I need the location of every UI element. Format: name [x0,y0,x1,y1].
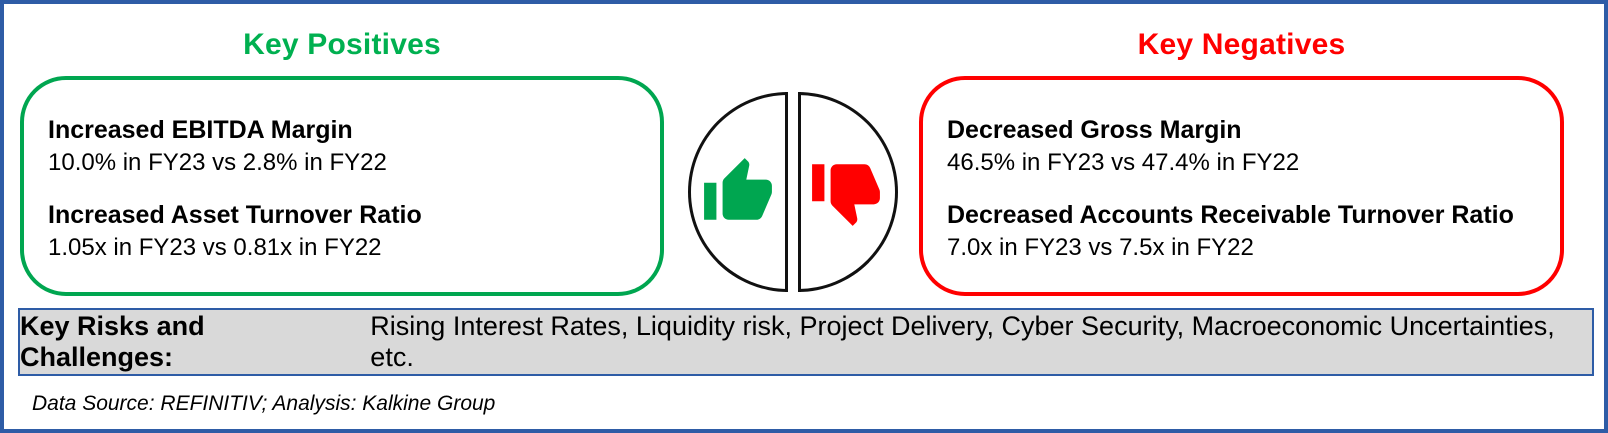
key-positives-box: Increased EBITDA Margin 10.0% in FY23 vs… [20,76,664,296]
data-source-note: Data Source: REFINITIV; Analysis: Kalkin… [32,392,496,415]
thumbs-up-semicircle [688,92,788,292]
risks-label: Key Risks and Challenges: [20,311,205,372]
negative-item-detail: 7.0x in FY23 vs 7.5x in FY22 [947,233,1254,261]
thumbs-graphic [686,92,900,292]
positive-item: Increased Asset Turnover Ratio 1.05x in … [48,199,636,264]
negative-item: Decreased Gross Margin 46.5% in FY23 vs … [947,114,1536,179]
negative-item-heading: Decreased Accounts Receivable Turnover R… [947,200,1514,229]
positive-item-detail: 1.05x in FY23 vs 0.81x in FY22 [48,233,382,261]
key-negatives-title: Key Negatives [1137,28,1346,61]
positive-item-detail: 10.0% in FY23 vs 2.8% in FY22 [48,149,387,176]
positive-item: Increased EBITDA Margin 10.0% in FY23 vs… [48,114,636,179]
thumbs-down-semicircle [798,92,898,292]
positive-item-heading: Increased Asset Turnover Ratio [48,200,422,229]
negative-item-detail: 46.5% in FY23 vs 47.4% in FY22 [947,149,1300,176]
negative-item-heading: Decreased Gross Margin [947,116,1242,144]
thumbs-down-icon [812,164,880,226]
key-positives-title: Key Positives [243,28,441,61]
risks-text: Rising Interest Rates, Liquidity risk, P… [370,311,1555,372]
thumbs-up-icon [704,158,772,220]
negative-item: Decreased Accounts Receivable Turnover R… [947,199,1536,264]
key-negatives-box: Decreased Gross Margin 46.5% in FY23 vs … [919,76,1564,296]
positive-item-heading: Increased EBITDA Margin [48,116,353,144]
risks-bar: Key Risks and Challenges: Rising Interes… [18,308,1594,376]
